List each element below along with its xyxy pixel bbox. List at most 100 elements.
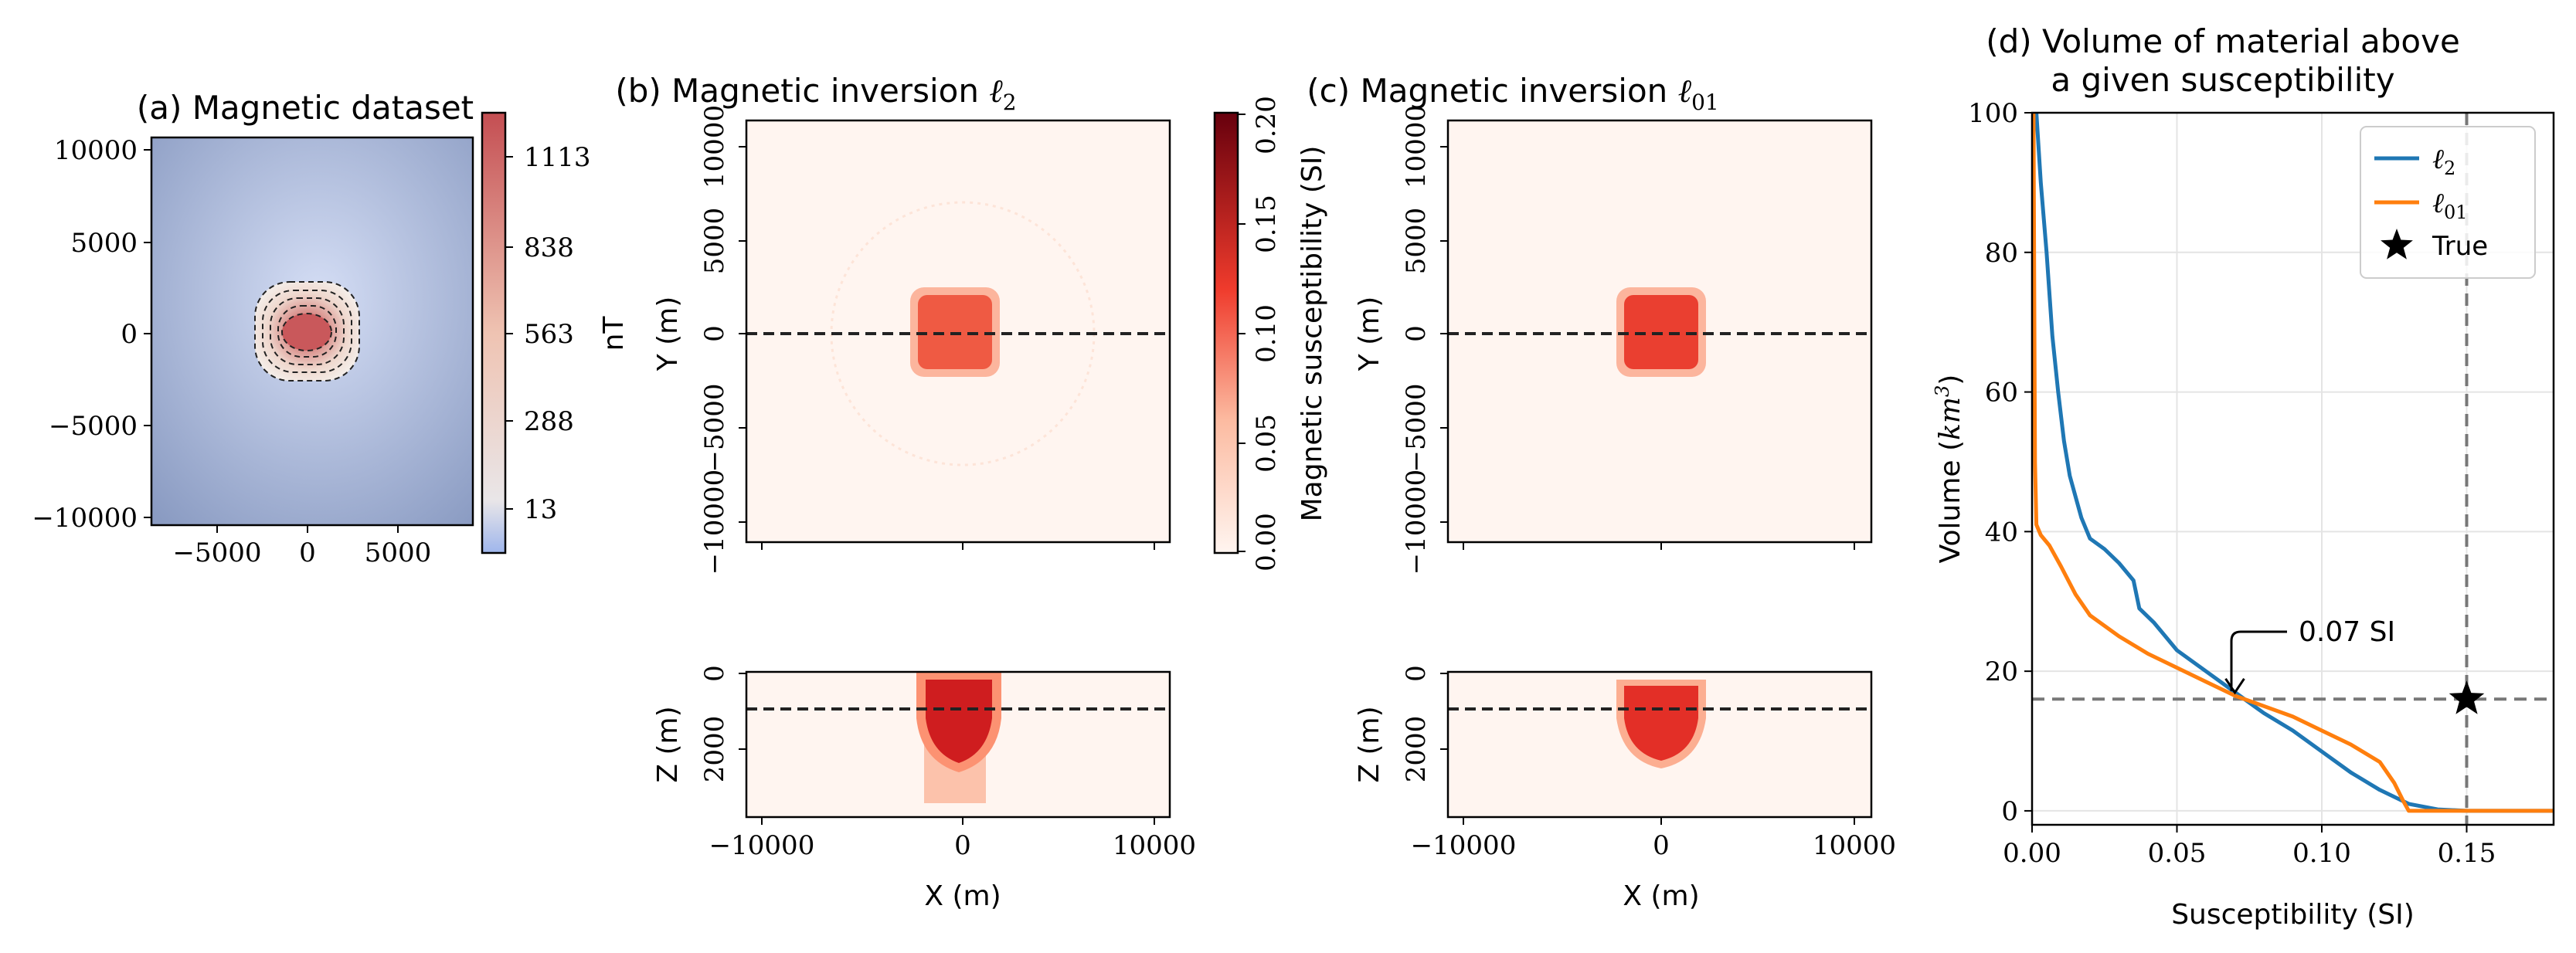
y-tick-label: 100	[1968, 98, 2018, 129]
panel-a-colorbar-tick: 563	[524, 319, 574, 350]
panel-b-title: (b) Magnetic inversion ℓ2	[615, 72, 1016, 115]
x-tick-label: 0.10	[2292, 838, 2351, 869]
panel-a-x-ticks: −5000 0 5000	[172, 525, 431, 568]
panel-c-z-tick: 2000	[1401, 716, 1432, 783]
panel-b-x-tick: −10000	[709, 830, 815, 861]
susceptibility-colorbar: 0.20 0.15 0.10 0.05 0.00 Magnetic suscep…	[1213, 96, 1328, 571]
chart-annotation: 0.07 SI	[2224, 616, 2395, 695]
panel-a-y-ticks: 10000 5000 0 −5000 −10000	[32, 135, 151, 534]
panel-b-z-ticks: 0 2000	[699, 665, 746, 782]
panel-c-y-tick: 10000	[1401, 105, 1432, 188]
panel-c-x-tick: −10000	[1411, 830, 1517, 861]
panel-a-colorbar-tick: 838	[524, 232, 574, 263]
panel-a-colorbar-label: nT	[598, 316, 630, 351]
panel-b-z-label: Z (m)	[652, 706, 684, 782]
panel-c-z-ticks: 0 2000	[1401, 665, 1448, 782]
panel-b-z-tick: 2000	[699, 716, 730, 783]
chart-x-label: Susceptibility (SI)	[2171, 899, 2415, 931]
panel-c-y-tick: −5000	[1401, 383, 1432, 472]
annotation-arrowhead	[2224, 677, 2245, 695]
panel-a-frame	[150, 136, 474, 527]
x-tick-label: 0.15	[2438, 838, 2496, 869]
chart-title-line-1: (d) Volume of material above	[1986, 22, 2460, 60]
annotation-arrow	[2230, 630, 2287, 691]
susceptibility-colorbar-ticks: 0.20 0.15 0.10 0.05 0.00	[1238, 96, 1282, 571]
annotation-label: 0.07 SI	[2299, 616, 2395, 648]
panel-b-plan-x-ticks	[761, 542, 1155, 550]
chart-series	[2031, 112, 2554, 813]
susceptibility-colorbar-tick: 0.10	[1251, 304, 1282, 363]
panel-b-x-ticks: −10000 0 10000	[709, 817, 1196, 861]
panel-c-title: (c) Magnetic inversion ℓ01	[1307, 72, 1719, 115]
panel-a-y-tick: −5000	[49, 411, 138, 442]
x-tick-label: 0.00	[2003, 838, 2061, 869]
x-tick-label: 0.05	[2148, 838, 2207, 869]
chart-y-label: Volume (km3)	[1932, 375, 1966, 564]
panel-a-colorbar-tick: 1113	[524, 142, 591, 173]
panel-c-inversion-l01: (c) Magnetic inversion ℓ01 10000 5000 0 …	[1307, 72, 1896, 912]
chart-x-ticks: 0.00 0.05 0.10 0.15	[2003, 825, 2496, 869]
panel-c-y-ticks: 10000 5000 0 −5000 −10000	[1401, 105, 1448, 575]
panel-c-x-tick: 0	[1653, 830, 1670, 861]
panel-a-colorbar-ticks: 1113 838 563 288 13	[505, 142, 591, 525]
susceptibility-colorbar-bar	[1213, 111, 1239, 555]
panel-a-colorbar	[481, 111, 507, 555]
legend-star-icon	[2381, 229, 2413, 259]
susceptibility-colorbar-tick: 0.15	[1251, 195, 1282, 253]
panel-c-section-frame	[1446, 670, 1873, 819]
y-tick-label: 40	[1985, 517, 2018, 548]
susceptibility-colorbar-tick: 0.00	[1251, 513, 1282, 571]
panel-b-x-label: X (m)	[924, 880, 1001, 912]
panel-c-x-label: X (m)	[1623, 880, 1699, 912]
panel-c-y-tick: 5000	[1401, 208, 1432, 275]
panel-a-y-tick: 0	[121, 319, 138, 350]
panel-a-y-tick: 10000	[54, 135, 138, 166]
panel-c-z-label: Z (m)	[1354, 706, 1385, 782]
panel-c-section-anomaly	[1624, 686, 1698, 761]
panel-a-magnetic-dataset: (a) Magnetic dataset −5000 0 5000 10000	[32, 89, 630, 568]
susceptibility-colorbar-tick: 0.20	[1251, 96, 1282, 154]
chart-legend: ℓ2 ℓ01 True	[2360, 126, 2536, 279]
true-value-star-marker	[2449, 680, 2485, 714]
legend-label-true: True	[2432, 231, 2488, 262]
panel-c-plan-frame	[1446, 119, 1873, 544]
panel-c-x-ticks: −10000 0 10000	[1411, 817, 1896, 861]
y-tick-label: 60	[1985, 378, 2018, 409]
panel-a-x-tick: 0	[299, 538, 316, 568]
panel-a-y-tick: −10000	[32, 503, 138, 534]
panel-a-anomaly	[254, 281, 360, 382]
panel-b-y-tick: 0	[699, 325, 730, 342]
panel-b-inversion-l2: (b) Magnetic inversion ℓ2 10000 5000 0 −…	[615, 72, 1196, 912]
panel-b-z-tick: 0	[699, 665, 730, 682]
panel-b-y-tick: −5000	[699, 383, 730, 472]
panel-a-x-tick: −5000	[172, 538, 261, 568]
legend-label-l01: ℓ01	[2432, 188, 2468, 223]
panel-a-colorbar-tick: 288	[524, 406, 574, 437]
panel-b-y-label: Y (m)	[652, 297, 684, 372]
legend-label-l2: ℓ2	[2432, 144, 2455, 179]
panel-c-z-tick: 0	[1401, 665, 1432, 682]
panel-a-title: (a) Magnetic dataset	[137, 89, 474, 127]
panel-a-y-tick: 5000	[70, 228, 138, 259]
panel-b-section-frame	[745, 670, 1171, 819]
panel-a-x-tick: 5000	[365, 538, 432, 568]
panel-b-section-anomaly	[926, 680, 992, 763]
chart-frame	[2031, 111, 2555, 826]
panel-c-x-tick: 10000	[1813, 830, 1896, 861]
susceptibility-colorbar-label: Magnetic susceptibility (SI)	[1296, 146, 1328, 522]
panel-b-x-tick: 0	[954, 830, 971, 861]
series-line-2	[2034, 112, 2554, 813]
panel-b-y-ticks: 10000 5000 0 −5000 −10000	[699, 105, 746, 575]
panel-b-y-tick: 10000	[699, 105, 730, 188]
panel-a-colorbar-tick: 13	[524, 494, 557, 525]
panel-d-volume-chart: (d) Volume of material above a given sus…	[1932, 22, 2555, 931]
y-tick-label: 20	[1985, 656, 2018, 687]
panel-b-plan-frame	[745, 119, 1171, 544]
panel-c-plan-x-ticks	[1463, 542, 1855, 550]
panel-b-y-tick: 5000	[699, 208, 730, 275]
y-tick-label: 80	[1985, 238, 2018, 269]
panel-b-x-tick: 10000	[1113, 830, 1196, 861]
y-tick-label: 0	[2001, 796, 2018, 827]
panel-c-y-tick: 0	[1401, 325, 1432, 342]
